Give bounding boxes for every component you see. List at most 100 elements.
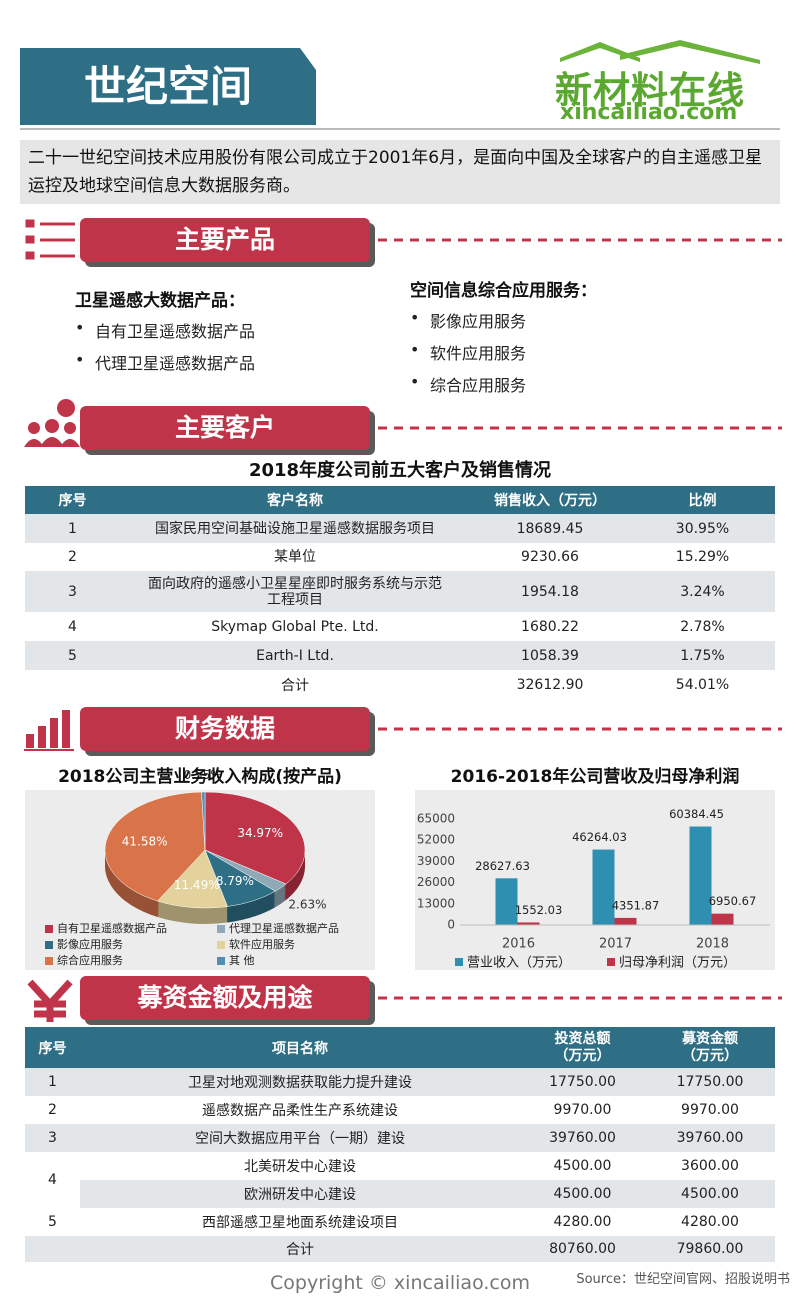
cell: Skymap Global Pte. Ltd. <box>211 618 379 635</box>
cell: 9970.00 <box>553 1102 612 1118</box>
bullet: • <box>410 372 420 391</box>
header-row: 序号 项目名称 投资总额（万元） 募资金额（万元） <box>25 1027 775 1068</box>
legend-label: 其 他 <box>229 954 255 967</box>
banner <box>80 218 370 262</box>
pie-slice <box>157 849 228 909</box>
row: 3 面向政府的遥感小卫星星座即时服务系统与示范工程项目 1954.18 3.24% <box>25 571 775 612</box>
column-header: 客户名称 <box>120 486 470 514</box>
finance-icon <box>24 710 74 751</box>
bullet: • <box>410 308 420 327</box>
table-title: 2018年度公司前五大客户及销售情况 <box>248 460 552 481</box>
cell: 1680.22 <box>521 618 579 635</box>
products-icon <box>25 219 75 260</box>
bar <box>592 849 615 925</box>
row: 5 西部遥感卫星地面系统建设项目 4280.00 4280.00 <box>25 1208 775 1236</box>
legend-label: 归母净利润（万元） <box>619 956 736 971</box>
table: 序号 项目名称 投资总额（万元） 募资金额（万元） 1 卫星对地观测数据获取能力提升建设 1… <box>25 1027 775 1262</box>
group-title: 卫星遥感大数据产品： <box>75 291 245 311</box>
x-tick-label: 2016 <box>502 937 535 952</box>
data-label: 11.49% <box>174 878 220 892</box>
cell: 北美研发中心建设 <box>244 1159 356 1175</box>
cell: 西部遥感卫星地面系统建设项目 <box>202 1215 398 1231</box>
header-text: 项目名称 <box>272 1040 328 1057</box>
data-label: 8.79% <box>216 874 254 888</box>
legend-label: 营业收入（万元） <box>467 956 571 971</box>
row: 1 国家民用空间基础设施卫星遥感数据服务项目 18689.45 30.95% <box>25 514 775 543</box>
logo-domain: xincailiao.com <box>560 100 738 125</box>
data-label: 2.63% <box>288 897 326 911</box>
header-text: 序号 <box>38 1040 67 1057</box>
legend-label: 软件应用服务 <box>229 937 295 951</box>
data-label: 34.97% <box>237 826 283 840</box>
row: 欧洲研发中心建设 4500.00 4500.00 <box>25 1180 775 1208</box>
cell: 17750.00 <box>645 1068 775 1096</box>
section-heading: 主要产品 <box>174 225 275 254</box>
row: 3 空间大数据应用平台（一期）建设 39760.00 39760.00 <box>25 1124 775 1152</box>
table: 序号 客户名称 销售收入（万元） 比例 1 国家民用空间基础设施卫星遥感数据服务项目 186… <box>25 486 775 700</box>
x-tick-label: 2018 <box>696 937 729 952</box>
total-row: 合计 32612.90 54.01% <box>25 670 775 700</box>
section-heading: 主要客户 <box>174 413 275 442</box>
pie-slice <box>204 791 306 885</box>
row: 4 北美研发中心建设 4500.00 3600.00 <box>25 1152 775 1188</box>
legend-swatch <box>217 925 225 933</box>
cell: 4 <box>68 618 77 635</box>
column-header: 序号 <box>25 486 120 514</box>
bullet: • <box>75 318 85 337</box>
column-header: 项目名称 <box>80 1027 520 1068</box>
cell: 3600.00 <box>681 1158 739 1174</box>
legend-label: 影像应用服务 <box>57 937 123 951</box>
cell: 17750.00 <box>520 1068 645 1096</box>
cell: 39760.00 <box>645 1124 775 1152</box>
data-label: 1552.03 <box>515 903 563 917</box>
cell: 9230.66 <box>521 549 579 565</box>
bar <box>517 922 540 925</box>
cell: 1.75% <box>680 647 725 664</box>
header-text: 募资金额（万元） <box>681 1030 738 1064</box>
data-label: 41.58% <box>122 834 168 848</box>
logo: 新材料在线 <box>555 69 745 112</box>
row: 2 遥感数据产品柔性生产系统建设 9970.00 9970.00 <box>25 1096 775 1124</box>
column-header: 募资金额（万元） <box>645 1027 775 1068</box>
header-text: 投资总额（万元） <box>554 1030 611 1064</box>
cell: 4500.00 <box>645 1180 775 1208</box>
cell: 卫星对地观测数据获取能力提升建设 <box>80 1068 520 1096</box>
cell: Earth-I Ltd. <box>256 647 334 664</box>
y-tick-label: 65000 <box>417 812 455 826</box>
cell: 4280.00 <box>681 1214 739 1230</box>
cell: 1058.39 <box>521 647 579 664</box>
pie-slice <box>201 791 206 851</box>
cell: 4280.00 <box>553 1214 612 1230</box>
group-title: 空间信息综合应用服务： <box>410 281 597 301</box>
data-label: 28627.63 <box>475 859 530 873</box>
column-header: 比例 <box>630 486 775 514</box>
cell <box>25 670 120 700</box>
y-tick-label: 52000 <box>417 833 455 847</box>
cell: 4 <box>48 1172 57 1188</box>
list-item: 自有卫星遥感数据产品 <box>95 322 256 341</box>
data-label: 4351.87 <box>612 898 660 912</box>
legend-swatch <box>607 958 615 966</box>
cell: 30.95% <box>675 520 730 537</box>
data-label: 6950.67 <box>709 894 757 908</box>
y-tick-label: 0 <box>447 918 455 932</box>
y-tick-label: 26000 <box>417 875 455 889</box>
logo-roof <box>620 40 760 64</box>
cell: 4500.00 <box>520 1180 645 1208</box>
cell: 遥感数据产品柔性生产系统建设 <box>202 1103 398 1119</box>
title-banner <box>20 48 316 125</box>
cell: 合计 <box>286 1242 314 1258</box>
list-item: 代理卫星遥感数据产品 <box>95 354 256 373</box>
bullet: • <box>75 350 85 369</box>
column-header: 投资总额（万元） <box>520 1027 645 1068</box>
cell: 4500.00 <box>553 1158 612 1174</box>
legend-label: 自有卫星遥感数据产品 <box>57 921 167 935</box>
logo-roof <box>560 42 640 62</box>
cell: 2.78% <box>680 618 725 635</box>
banner <box>80 406 370 450</box>
cell: 1 <box>68 520 77 537</box>
legend-label: 代理卫星遥感数据产品 <box>229 921 339 935</box>
header-row: 序号 客户名称 销售收入（万元） 比例 <box>25 486 775 514</box>
cell: 合计 <box>281 678 309 694</box>
